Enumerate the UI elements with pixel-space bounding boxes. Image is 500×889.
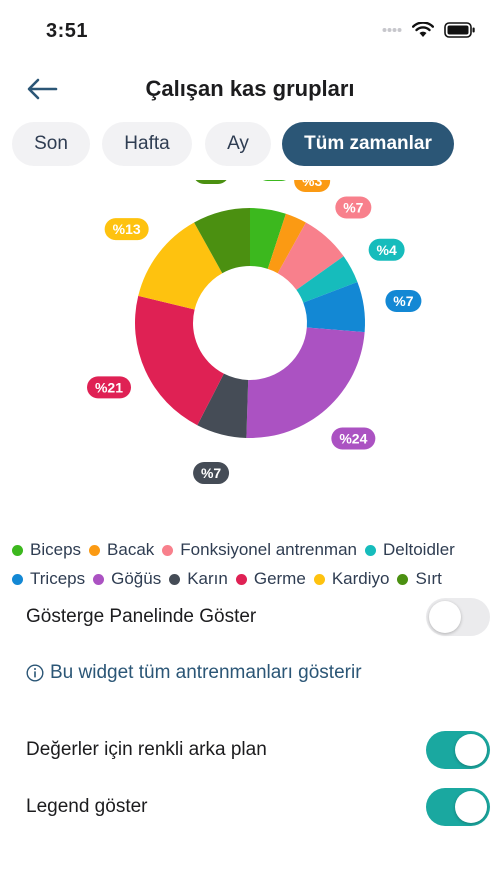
colored-bg-row: Değerler için renkli arka plan: [26, 730, 490, 770]
header: Çalışan kas grupları: [0, 70, 500, 110]
legend-dot: [12, 544, 23, 556]
slice-fonksiyonel-antrenman[interactable]: [277, 222, 344, 290]
legend-item-s-rt: Sırt: [397, 567, 442, 591]
dashboard-label: Gösterge Panelinde Göster: [26, 606, 257, 627]
muscle-group-chart: %5 %3 %7 %4 %7 %24 %7 %21 %13 %8: [0, 158, 500, 520]
slice-label-s-rt: %8: [193, 161, 230, 184]
legend-label: Germe: [253, 569, 306, 588]
legend-dot: [169, 573, 181, 585]
slice-label-biceps: %5: [256, 158, 293, 181]
slice-kardiyo[interactable]: [138, 222, 223, 310]
tab-ay[interactable]: Ay: [205, 122, 271, 166]
chart-legend: Biceps Bacak Fonksiyonel antrenman Deltoidl…: [12, 538, 492, 596]
info-text: Bu widget tüm antrenmanları gösterir: [50, 662, 362, 683]
legend-dot: [365, 544, 376, 556]
legend-dot: [93, 573, 105, 585]
battery-icon: [444, 22, 475, 38]
legend-item-bacak: Bacak: [89, 538, 154, 562]
period-tabs: Son Hafta Ay Tüm zamanlar: [12, 122, 488, 166]
status-icons: [382, 22, 476, 38]
slice-value-label: %8: [201, 180, 221, 181]
back-button[interactable]: [24, 74, 60, 104]
legend-label: Triceps: [30, 569, 86, 588]
colored-bg-toggle[interactable]: [426, 731, 490, 769]
toggle-knob: [429, 601, 461, 633]
slice-kar-n[interactable]: [197, 373, 249, 438]
slice-label-fonksiyonel-antrenman: %7: [335, 196, 372, 219]
slice-label-bacak: %3: [294, 170, 331, 193]
legend-dot: [397, 573, 409, 585]
signal-icon: [382, 28, 402, 32]
status-time: 3:51: [46, 20, 89, 42]
slice-label-deltoidler: %4: [368, 238, 405, 261]
legend-label: Fonksiyonel antrenman: [180, 540, 357, 559]
slice-label-germe: %21: [87, 376, 132, 399]
legend-label: Göğüs: [111, 569, 162, 588]
legend-row: Legend göster: [26, 787, 490, 827]
slice-value-label: %7: [393, 293, 413, 309]
slice-label-triceps: %7: [385, 289, 422, 312]
slice-biceps[interactable]: [250, 208, 286, 269]
legend-item-kardiyo: Kardiyo: [313, 567, 390, 591]
legend-toggle[interactable]: [426, 788, 490, 826]
legend-label: Kardiyo: [331, 569, 390, 588]
legend-label: Bacak: [107, 540, 155, 559]
slice-value-label: %24: [339, 431, 367, 447]
legend-item-biceps: Biceps: [12, 538, 81, 562]
toggle-knob: [455, 734, 487, 766]
slice-label-kardiyo: %13: [104, 218, 149, 241]
status-bar: 3:51: [0, 0, 500, 62]
legend-label: Sırt: [415, 569, 442, 588]
toggle-knob: [455, 791, 487, 823]
slice-triceps[interactable]: [303, 281, 365, 333]
slice-germe[interactable]: [134, 295, 224, 426]
slice-label-kar-n: %7: [193, 462, 230, 485]
slice-value-label: %4: [377, 242, 397, 258]
slice-deltoidler[interactable]: [296, 256, 358, 303]
slice-value-label: %13: [113, 221, 141, 237]
legend-item-kar-n: Karın: [169, 567, 228, 591]
legend-label: Biceps: [30, 540, 82, 559]
legend-item-triceps: Triceps: [12, 567, 85, 591]
slice-label-g-s: %24: [331, 427, 376, 450]
colored-bg-label: Değerler için renkli arka plan: [26, 739, 267, 760]
tab-tum-zamanlar[interactable]: Tüm zamanlar: [282, 122, 454, 166]
slice-value-label: %21: [95, 379, 123, 395]
legend-label: Karın: [187, 569, 228, 588]
legend-item-deltoidler: Deltoidler: [365, 538, 455, 562]
legend-label: Deltoidler: [383, 540, 455, 559]
dashboard-toggle[interactable]: [426, 598, 490, 636]
donut-chart: %5 %3 %7 %4 %7 %24 %7 %21 %13 %8: [87, 158, 422, 485]
legend-item-fonksiyonel-antrenman: Fonksiyonel antrenman: [162, 538, 357, 562]
dashboard-row: Gösterge Panelinde Göster: [26, 597, 490, 637]
info-circle-icon: [26, 664, 44, 682]
tab-hafta[interactable]: Hafta: [102, 122, 192, 166]
legend-dot: [89, 544, 101, 556]
legend-row: Triceps Göğüs Karın Germe Kardiyo Sırt: [12, 567, 492, 591]
info-note: Bu widget tüm antrenmanları gösterir: [26, 662, 362, 684]
slice-value-label: %7: [201, 465, 221, 481]
legend-row: Biceps Bacak Fonksiyonel antrenman Deltoidl…: [12, 538, 492, 562]
legend-label: Legend göster: [26, 796, 148, 817]
page-title: Çalışan kas grupları: [145, 76, 355, 101]
legend-item-germe: Germe: [235, 567, 306, 591]
slice-g-s[interactable]: [246, 327, 365, 438]
legend-dot: [12, 573, 23, 585]
legend-item-g-s: Göğüs: [93, 567, 161, 591]
slice-bacak[interactable]: [267, 213, 306, 274]
arrow-left-icon: [27, 78, 58, 100]
slice-value-label: %7: [343, 199, 363, 215]
slice-s-rt[interactable]: [194, 208, 250, 274]
legend-dot: [235, 573, 247, 585]
legend-dot: [313, 573, 325, 585]
tab-son[interactable]: Son: [12, 122, 90, 166]
wifi-icon: [412, 22, 434, 37]
legend-dot: [162, 544, 174, 556]
slice-value-label: %3: [302, 180, 322, 189]
